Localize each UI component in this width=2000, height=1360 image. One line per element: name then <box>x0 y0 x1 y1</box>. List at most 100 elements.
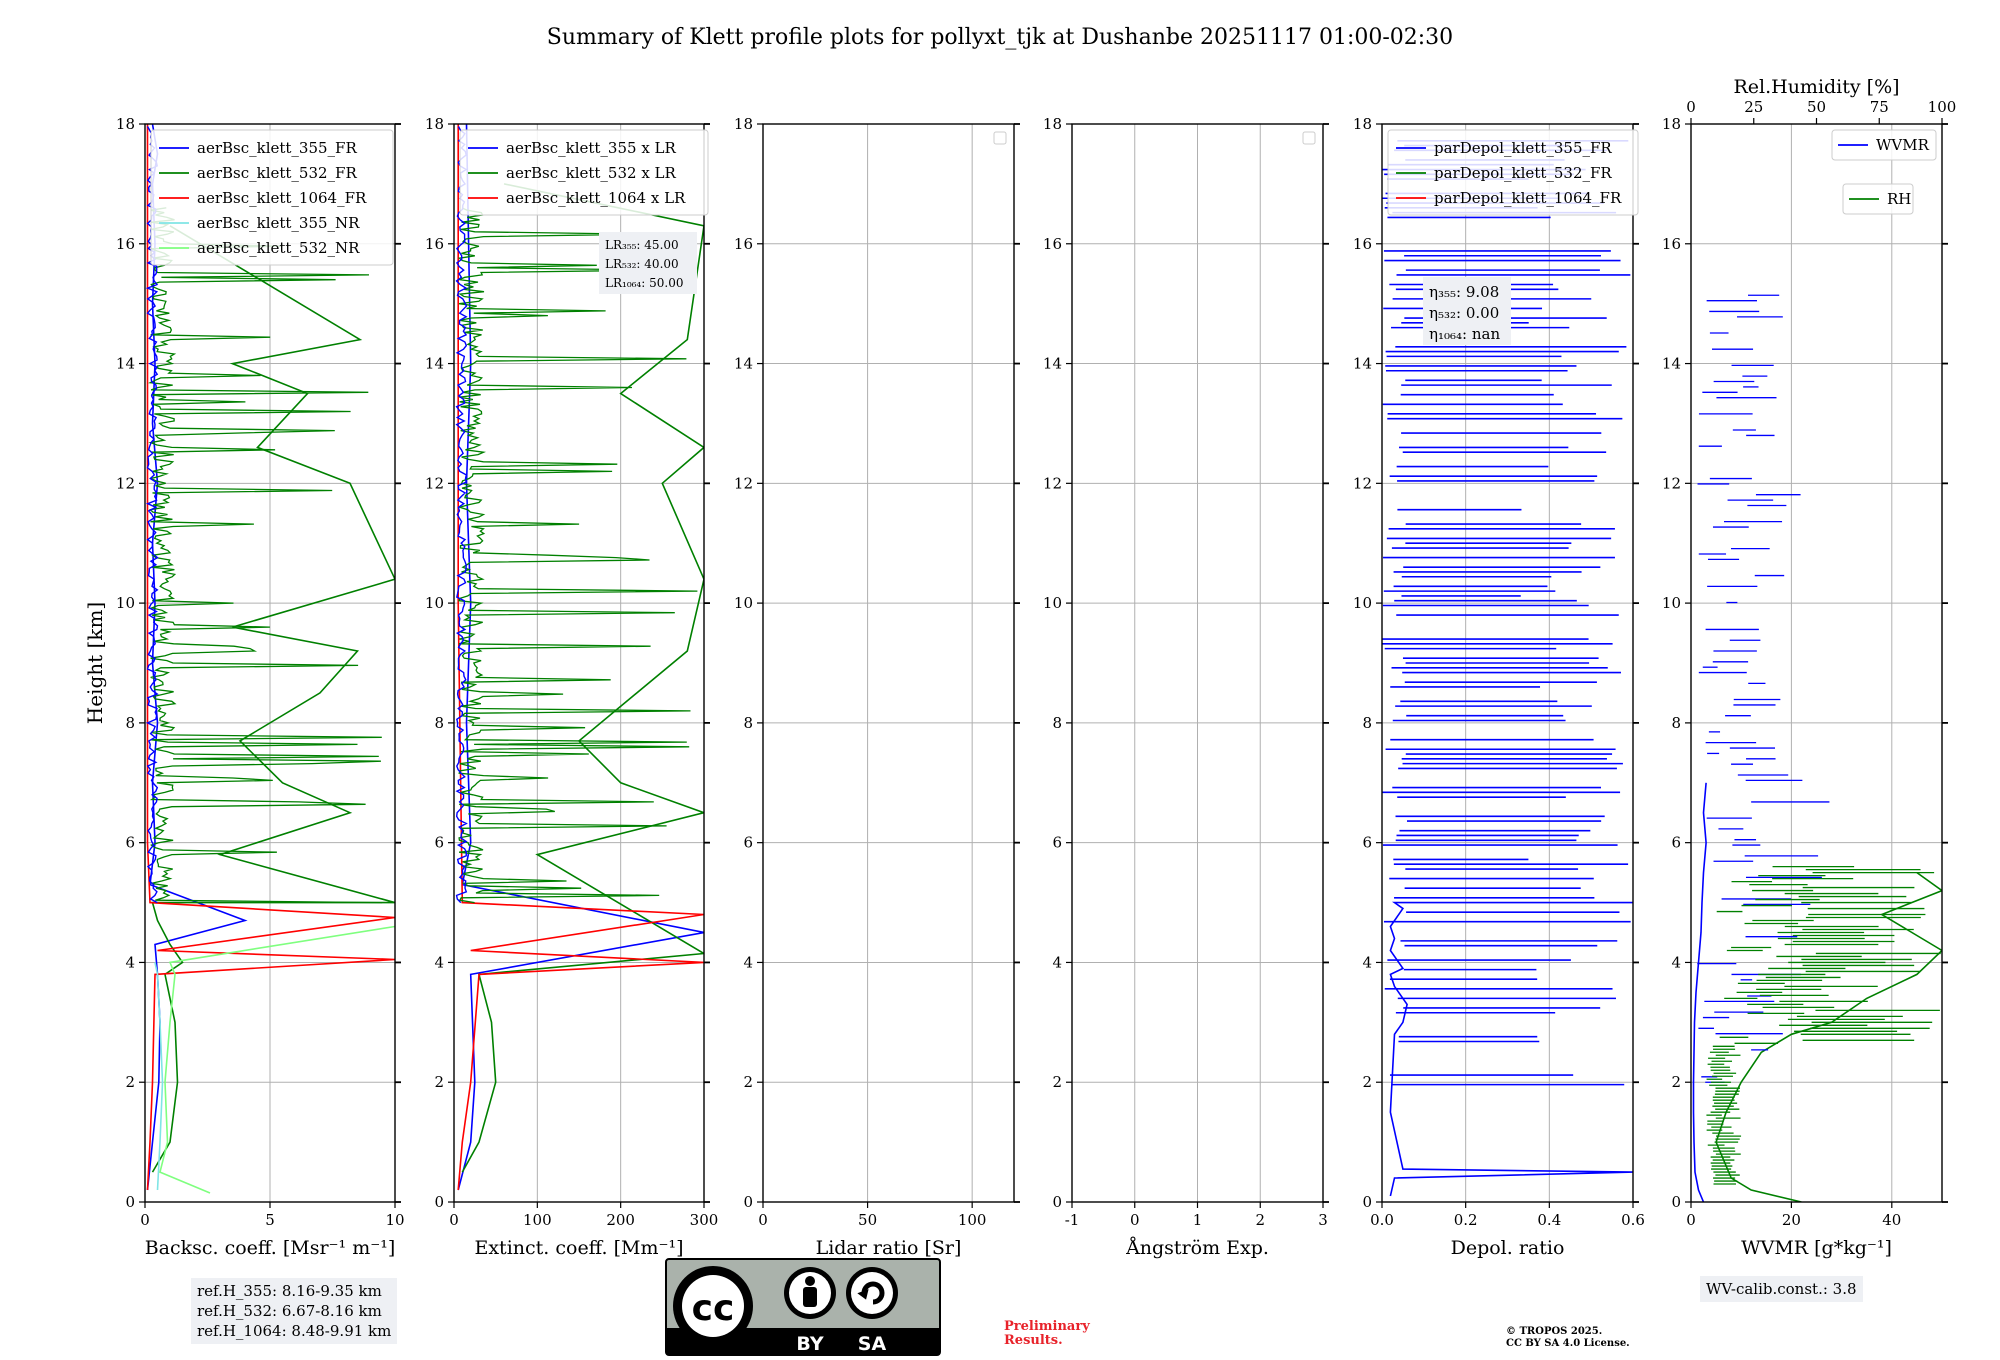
y-tick-label: 0 <box>743 1193 753 1211</box>
y-tick-label: 18 <box>1662 115 1681 133</box>
legend-label: parDepol_klett_532_FR <box>1434 164 1612 182</box>
y-tick-label: 16 <box>1353 235 1372 253</box>
y-tick-label: 12 <box>425 474 444 492</box>
y-tick-label: 0 <box>1362 1193 1372 1211</box>
panel-extinction: 0 2 4 6 8 10 12 14 16 18 0 100 200 300 Extinct. coeff.… <box>425 115 718 1259</box>
y-tick-label: 18 <box>425 115 444 133</box>
x-tick-label: 10 <box>385 1211 404 1229</box>
y-tick-label: 2 <box>1362 1073 1372 1091</box>
series-355-texture <box>455 126 468 904</box>
x-tick-label: 40 <box>1882 1211 1901 1229</box>
y-tick-label: 2 <box>125 1073 135 1091</box>
x-tick-label: 0.2 <box>1454 1211 1478 1229</box>
y-tick-label: 10 <box>116 594 135 612</box>
y-tick-label: 4 <box>434 953 444 971</box>
y-tick-label: 10 <box>1662 594 1681 612</box>
series-aerBsc_klett_532_NR <box>159 925 395 1194</box>
y-tick-label: 6 <box>1362 834 1372 852</box>
x-tick-label: 300 <box>690 1211 719 1229</box>
x-tick-label: 200 <box>606 1211 635 1229</box>
x-tick-label: 100 <box>523 1211 552 1229</box>
y-tick-label: 10 <box>1353 594 1372 612</box>
y-tick-label: 16 <box>1662 235 1681 253</box>
lr-annotation-line: LR₅₃₂: 40.00 <box>605 257 679 271</box>
top-x-tick-label: 100 <box>1928 98 1957 116</box>
x-tick-label: 0.4 <box>1537 1211 1561 1229</box>
legend-box <box>1387 129 1639 216</box>
series-aerBsc_klett_532_FR <box>151 225 395 1173</box>
axes-frame <box>762 123 1015 1203</box>
y-tick-label: 14 <box>734 355 753 373</box>
y-tick-label: 6 <box>1671 834 1681 852</box>
y-tick-label: 0 <box>434 1193 444 1211</box>
y-tick-label: 10 <box>425 594 444 612</box>
series-WVMR <box>1692 782 1707 1202</box>
series-aerBsc_klett_355_NR <box>154 962 164 1191</box>
top-x-tick-label: 0 <box>1686 98 1696 116</box>
copyright-line-1: © TROPOS 2025. <box>1506 1326 1603 1337</box>
x-axis-label: Depol. ratio <box>1451 1237 1565 1259</box>
legend-label: aerBsc_klett_355 x LR <box>506 139 677 157</box>
y-tick-label: 14 <box>1353 355 1372 373</box>
legend-box <box>1831 129 1937 161</box>
top-x-tick-label: 75 <box>1870 98 1889 116</box>
y-tick-label: 16 <box>734 235 753 253</box>
y-tick-label: 10 <box>734 594 753 612</box>
empty-legend-box <box>1302 131 1316 145</box>
legend-box <box>150 129 394 266</box>
y-tick-label: 18 <box>1043 115 1062 133</box>
y-tick-label: 8 <box>743 714 753 732</box>
y-tick-label: 6 <box>125 834 135 852</box>
eta-annotation-line: η₃₅₅: 9.08 <box>1429 283 1499 301</box>
y-tick-label: 6 <box>743 834 753 852</box>
axes-frame <box>1381 123 1634 1203</box>
x-tick-label: 0.6 <box>1621 1211 1645 1229</box>
top-x-tick-label: 25 <box>1744 98 1763 116</box>
series-532-texture <box>457 207 698 904</box>
x-tick-label: 2 <box>1255 1211 1265 1229</box>
y-tick-label: 18 <box>116 115 135 133</box>
y-tick-label: 14 <box>1662 355 1681 373</box>
eta-annotation-line: η₅₃₂: 0.00 <box>1429 304 1499 322</box>
y-tick-label: 4 <box>125 953 135 971</box>
x-tick-label: -1 <box>1065 1211 1080 1229</box>
y-tick-label: 6 <box>434 834 444 852</box>
cc-text: cc <box>692 1288 735 1329</box>
x-tick-label: 0 <box>140 1211 150 1229</box>
y-axis-label: Height [km] <box>83 602 107 724</box>
preliminary-results-note: Preliminary Results. <box>1004 1320 1090 1348</box>
lr-annotation-line: LR₃₅₅: 45.00 <box>605 238 679 252</box>
x-tick-label: 100 <box>958 1211 987 1229</box>
series-aerBsc_klett_1064_FR <box>146 124 395 1191</box>
panel-lidarratio: 0 2 4 6 8 10 12 14 16 18 0 50 100 Lidar ratio [Sr] <box>734 115 1020 1259</box>
sa-label: SA <box>858 1333 887 1355</box>
copyright-note: © TROPOS 2025. CC BY SA 4.0 License. <box>1506 1326 1630 1350</box>
x-tick-label: 0 <box>1686 1211 1696 1229</box>
legend-label: aerBsc_klett_355_NR <box>197 214 360 232</box>
x-tick-label: 0 <box>1130 1211 1140 1229</box>
y-tick-label: 12 <box>116 474 135 492</box>
panel-backscatter: 0 2 4 6 8 10 12 14 16 18 0 5 10 Backsc. coeff. [Msr⁻¹… <box>116 115 405 1259</box>
axes-frame <box>453 123 705 1203</box>
x-tick-label: 3 <box>1318 1211 1328 1229</box>
y-tick-label: 12 <box>1353 474 1372 492</box>
y-tick-label: 18 <box>734 115 753 133</box>
wv-calib-box: WV-calib.const.: 3.8 <box>1700 1276 1863 1302</box>
legend-label: RH <box>1887 190 1911 208</box>
x-tick-label: 5 <box>265 1211 275 1229</box>
series-aerBsc_klett_532 x LR <box>461 183 704 1173</box>
x-tick-label: 1 <box>1193 1211 1203 1229</box>
legend-label: aerBsc_klett_532 x LR <box>506 164 677 182</box>
x-axis-label: Ångström Exp. <box>1125 1237 1269 1259</box>
data-depol <box>1382 139 1633 1197</box>
y-tick-label: 0 <box>125 1193 135 1211</box>
x-axis-label: Backsc. coeff. [Msr⁻¹ m⁻¹] <box>145 1237 396 1259</box>
data-backscatter <box>145 124 395 1194</box>
y-tick-label: 14 <box>425 355 444 373</box>
y-tick-label: 2 <box>1671 1073 1681 1091</box>
x-tick-label: 0 <box>758 1211 768 1229</box>
copyright-line-2: CC BY SA 4.0 License. <box>1506 1338 1630 1349</box>
